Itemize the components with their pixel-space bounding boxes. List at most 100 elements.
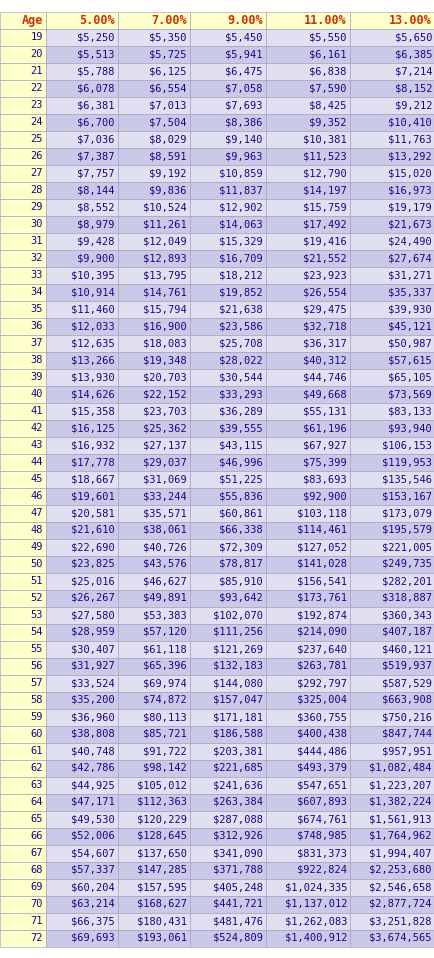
Text: $524,809: $524,809 [213, 933, 263, 943]
Bar [118, 249, 190, 266]
Bar [265, 725, 349, 742]
Bar [0, 301, 46, 317]
Text: $607,893: $607,893 [296, 797, 346, 807]
Text: $30,407: $30,407 [71, 644, 115, 654]
Bar [265, 301, 349, 317]
Bar [0, 62, 46, 80]
Bar [265, 692, 349, 709]
Bar [46, 692, 118, 709]
Bar [349, 385, 434, 402]
Bar [265, 556, 349, 573]
Bar [265, 420, 349, 437]
Text: 66: 66 [30, 831, 43, 841]
Text: $20,703: $20,703 [143, 372, 187, 382]
Text: $12,049: $12,049 [143, 236, 187, 246]
Text: $5,350: $5,350 [149, 32, 187, 42]
Text: $57,337: $57,337 [71, 865, 115, 875]
Text: $221,685: $221,685 [213, 763, 263, 773]
Text: $547,651: $547,651 [296, 780, 346, 790]
Text: $6,381: $6,381 [77, 100, 115, 110]
Bar [190, 62, 265, 80]
Text: $36,960: $36,960 [71, 712, 115, 722]
Bar [349, 556, 434, 573]
Text: $27,137: $27,137 [143, 440, 187, 450]
Bar [0, 674, 46, 692]
Bar [118, 657, 190, 674]
Text: 46: 46 [30, 491, 43, 501]
Text: $407,187: $407,187 [381, 627, 431, 637]
Bar [349, 709, 434, 725]
Bar [118, 334, 190, 352]
Text: $6,161: $6,161 [309, 49, 346, 59]
Text: $106,153: $106,153 [381, 440, 431, 450]
Text: $156,541: $156,541 [296, 576, 346, 586]
Text: $23,923: $23,923 [302, 270, 346, 280]
Text: $93,642: $93,642 [219, 593, 263, 603]
Bar [0, 148, 46, 165]
Bar [46, 453, 118, 470]
Text: $21,673: $21,673 [388, 219, 431, 229]
Bar [0, 760, 46, 777]
Bar [0, 589, 46, 606]
Text: $750,216: $750,216 [381, 712, 431, 722]
Bar [265, 674, 349, 692]
Text: $49,891: $49,891 [143, 593, 187, 603]
Bar [46, 284, 118, 301]
Bar [0, 556, 46, 573]
Text: $54,607: $54,607 [71, 848, 115, 858]
Text: $102,070: $102,070 [213, 610, 263, 620]
Text: $7,590: $7,590 [309, 83, 346, 93]
Bar [265, 657, 349, 674]
Bar [118, 369, 190, 385]
Text: $31,069: $31,069 [143, 474, 187, 484]
Bar [46, 505, 118, 521]
Text: $83,133: $83,133 [388, 406, 431, 416]
Text: $55,836: $55,836 [219, 491, 263, 501]
Bar [265, 810, 349, 828]
Bar [349, 130, 434, 148]
Text: 62: 62 [30, 763, 43, 773]
Text: $8,152: $8,152 [394, 83, 431, 93]
Text: $46,996: $46,996 [219, 457, 263, 467]
Bar [118, 62, 190, 80]
Bar [118, 233, 190, 249]
Bar [118, 810, 190, 828]
Text: $14,761: $14,761 [143, 287, 187, 297]
Bar [0, 929, 46, 947]
Bar [46, 216, 118, 233]
Text: $33,293: $33,293 [219, 389, 263, 399]
Text: $40,748: $40,748 [71, 746, 115, 756]
Bar [265, 11, 349, 29]
Bar [190, 317, 265, 334]
Bar [265, 929, 349, 947]
Text: $40,312: $40,312 [302, 355, 346, 365]
Text: $74,872: $74,872 [143, 695, 187, 705]
Text: $15,358: $15,358 [71, 406, 115, 416]
Text: 21: 21 [30, 66, 43, 76]
Bar [0, 317, 46, 334]
Bar [265, 913, 349, 929]
Text: $144,080: $144,080 [213, 678, 263, 688]
Bar [265, 861, 349, 878]
Text: $22,152: $22,152 [143, 389, 187, 399]
Bar [190, 674, 265, 692]
Bar [0, 538, 46, 556]
Bar [46, 777, 118, 793]
Text: $105,012: $105,012 [137, 780, 187, 790]
Text: 22: 22 [30, 83, 43, 93]
Bar [349, 181, 434, 198]
Text: $1,137,012: $1,137,012 [284, 899, 346, 909]
Text: 28: 28 [30, 185, 43, 195]
Text: $36,289: $36,289 [219, 406, 263, 416]
Text: 60: 60 [30, 729, 43, 739]
Bar [349, 505, 434, 521]
Bar [349, 29, 434, 45]
Bar [118, 181, 190, 198]
Text: $10,914: $10,914 [71, 287, 115, 297]
Bar [46, 470, 118, 488]
Text: $1,400,912: $1,400,912 [284, 933, 346, 943]
Text: $91,722: $91,722 [143, 746, 187, 756]
Bar [190, 45, 265, 62]
Text: 61: 61 [30, 746, 43, 756]
Bar [190, 198, 265, 216]
